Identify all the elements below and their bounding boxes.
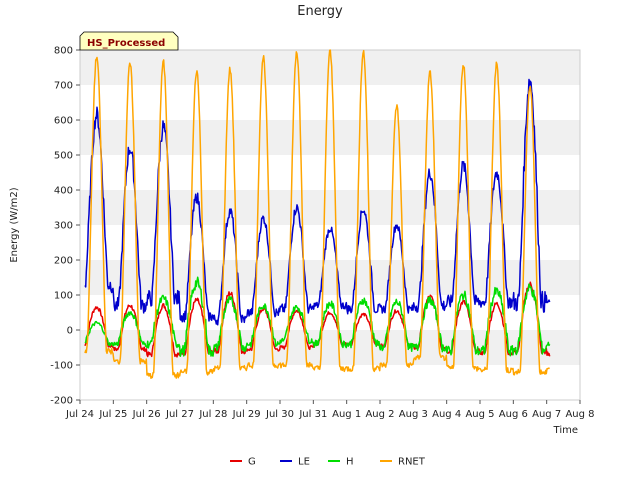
y-tick-label: -100	[50, 361, 73, 372]
x-tick-label: Jul 30	[265, 409, 294, 420]
x-tick-label: Jul 29	[232, 409, 261, 420]
x-tick-label: Aug 3	[399, 409, 428, 420]
chart-title: Energy	[297, 4, 343, 19]
y-axis-title: Energy (W/m2)	[9, 187, 20, 262]
x-tick-label: Aug 4	[432, 409, 461, 420]
badge-label: HS_Processed	[87, 38, 165, 49]
legend-item-g: G	[230, 457, 256, 468]
y-tick-label: -200	[50, 396, 73, 407]
processed-badge: HS_Processed	[79, 31, 179, 51]
y-tick-label: 400	[54, 186, 73, 197]
x-tick-label: Jul 26	[132, 409, 161, 420]
legend-item-le: LE	[280, 457, 310, 468]
grid-band	[80, 190, 580, 225]
x-tick-label: Jul 25	[98, 409, 127, 420]
x-tick-label: Jul 28	[198, 409, 227, 420]
x-axis-title: Time	[553, 425, 578, 436]
series-line-le	[84, 78, 551, 326]
y-tick-label: 300	[54, 221, 73, 232]
series-line-rnet	[84, 49, 550, 380]
grid-band	[80, 330, 580, 365]
legend-label: G	[248, 457, 256, 468]
legend-item-h: H	[328, 457, 354, 468]
y-axis-ticks: -200 -100 0 100 200 300 400 500 600 700 800	[50, 46, 80, 407]
x-tick-label: Aug 1	[332, 409, 361, 420]
legend-label: H	[346, 457, 354, 468]
grid-band	[80, 120, 580, 155]
x-tick-label: Aug 8	[565, 409, 594, 420]
legend: G LE H RNET	[230, 457, 426, 468]
x-tick-label: Aug 5	[465, 409, 494, 420]
series-layer	[84, 49, 551, 380]
legend-item-rnet: RNET	[380, 457, 426, 468]
y-tick-label: 200	[54, 256, 73, 267]
y-tick-label: 500	[54, 151, 73, 162]
x-tick-label: Jul 24	[65, 409, 94, 420]
legend-label: LE	[298, 457, 310, 468]
y-tick-label: 700	[54, 81, 73, 92]
y-tick-label: 800	[54, 46, 73, 57]
x-tick-label: Aug 2	[365, 409, 394, 420]
badge-box	[79, 31, 179, 51]
legend-label: RNET	[398, 457, 426, 468]
x-tick-label: Jul 31	[298, 409, 327, 420]
y-tick-label: 100	[54, 291, 73, 302]
x-tick-label: Aug 7	[532, 409, 561, 420]
x-tick-label: Jul 27	[165, 409, 194, 420]
y-tick-label: 600	[54, 116, 73, 127]
x-tick-label: Aug 6	[499, 409, 528, 420]
x-axis-ticks: Jul 24 Jul 25 Jul 26 Jul 27 Jul 28 Jul 29 Jul …	[65, 400, 595, 420]
y-tick-label: 0	[67, 326, 73, 337]
